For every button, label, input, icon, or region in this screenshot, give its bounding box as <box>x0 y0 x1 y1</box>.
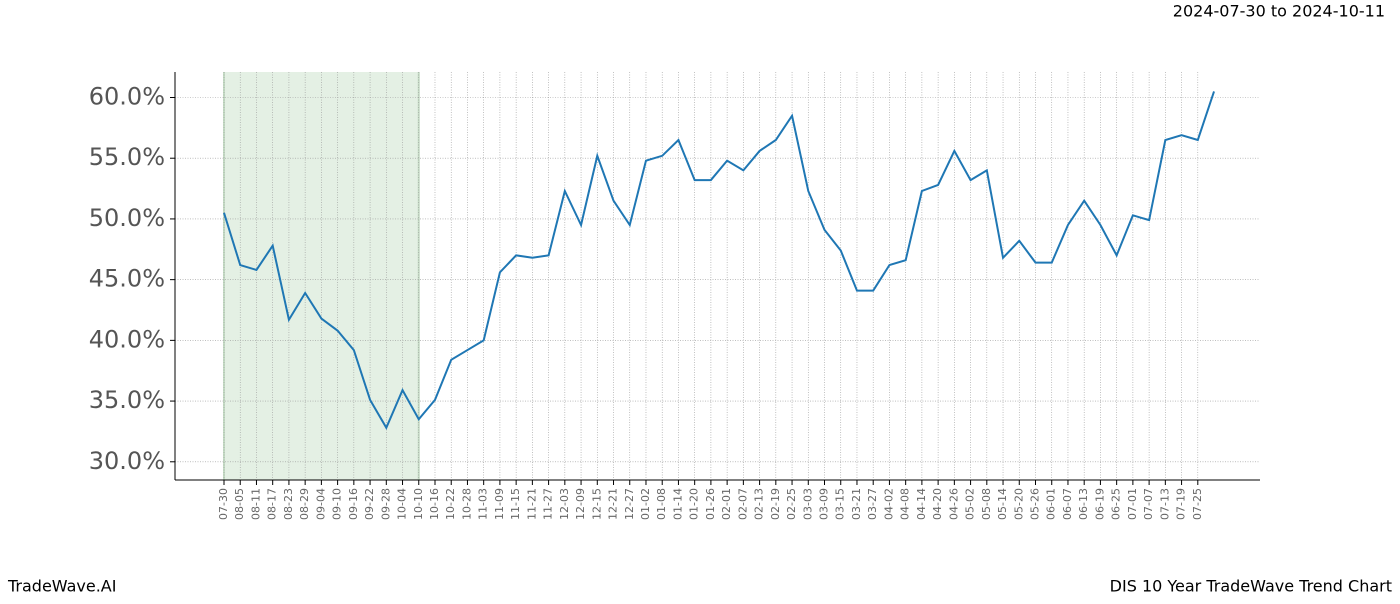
x-tick-label: 06-07 <box>1061 488 1074 520</box>
x-tick-label: 09-28 <box>379 488 392 520</box>
x-tick-label: 10-22 <box>444 488 457 520</box>
x-tick-label: 10-04 <box>396 488 409 520</box>
x-tick-label: 10-28 <box>460 488 473 520</box>
x-tick-label: 08-05 <box>233 488 246 520</box>
chart-title: DIS 10 Year TradeWave Trend Chart <box>1110 577 1392 596</box>
x-tick-label: 09-22 <box>363 488 376 520</box>
x-tick-label: 02-25 <box>785 488 798 520</box>
x-tick-label: 04-20 <box>931 488 944 520</box>
x-tick-label: 04-08 <box>899 488 912 520</box>
x-tick-label: 12-09 <box>574 488 587 520</box>
x-tick-label: 01-20 <box>688 488 701 520</box>
x-tick-label: 08-11 <box>249 488 262 520</box>
x-tick-label: 10-10 <box>412 488 425 520</box>
y-tick-label: 30.0% <box>89 447 165 475</box>
x-tick-label: 02-19 <box>769 488 782 520</box>
x-tick-label: 07-13 <box>1158 488 1171 520</box>
x-tick-label: 12-15 <box>590 488 603 520</box>
x-tick-label: 03-03 <box>801 488 814 520</box>
x-tick-label: 06-13 <box>1077 488 1090 520</box>
date-range: 2024-07-30 to 2024-10-11 <box>1173 2 1385 21</box>
x-tick-label: 09-16 <box>347 488 360 520</box>
x-tick-label: 04-14 <box>915 488 928 520</box>
x-tick-label: 05-02 <box>964 488 977 520</box>
x-tick-label: 03-15 <box>834 488 847 520</box>
x-tick-label: 07-25 <box>1191 488 1204 520</box>
x-tick-label: 12-21 <box>607 488 620 520</box>
x-tick-label: 07-07 <box>1142 488 1155 520</box>
x-tick-label: 02-13 <box>753 488 766 520</box>
x-tick-label: 01-08 <box>655 488 668 520</box>
x-tick-label: 03-09 <box>818 488 831 520</box>
x-tick-label: 07-19 <box>1175 488 1188 520</box>
x-tick-label: 03-21 <box>850 488 863 520</box>
x-tick-label: 07-30 <box>217 488 230 520</box>
x-tick-label: 11-27 <box>542 488 555 520</box>
x-tick-label: 11-09 <box>493 488 506 520</box>
y-tick-label: 55.0% <box>89 143 165 171</box>
y-tick-label: 50.0% <box>89 204 165 232</box>
x-tick-label: 04-02 <box>882 488 895 520</box>
x-tick-label: 05-26 <box>1029 488 1042 520</box>
y-tick-label: 60.0% <box>89 83 165 111</box>
x-tick-label: 11-15 <box>509 488 522 520</box>
x-tick-label: 06-19 <box>1093 488 1106 520</box>
x-tick-label: 01-14 <box>671 488 684 520</box>
x-tick-label: 02-01 <box>720 488 733 520</box>
x-tick-label: 11-03 <box>477 488 490 520</box>
x-tick-label: 08-29 <box>298 488 311 520</box>
y-tick-label: 40.0% <box>89 325 165 353</box>
x-tick-label: 09-10 <box>331 488 344 520</box>
trend-line <box>223 91 1215 431</box>
x-tick-label: 05-08 <box>980 488 993 520</box>
x-tick-label: 01-02 <box>639 488 652 520</box>
y-tick-label: 45.0% <box>89 265 165 293</box>
x-tick-label: 12-03 <box>558 488 571 520</box>
x-tick-label: 10-16 <box>428 488 441 520</box>
x-tick-label: 12-27 <box>623 488 636 520</box>
x-tick-label: 03-27 <box>866 488 879 520</box>
y-tick-label: 35.0% <box>89 386 165 414</box>
x-tick-label: 02-07 <box>736 488 749 520</box>
x-tick-label: 05-14 <box>996 488 1009 520</box>
x-tick-label: 11-21 <box>525 488 538 520</box>
x-tick-label: 01-26 <box>704 488 717 520</box>
x-tick-label: 09-04 <box>314 488 327 520</box>
brand: TradeWave.AI <box>7 577 116 596</box>
x-tick-label: 05-20 <box>1012 488 1025 520</box>
x-tick-label: 06-01 <box>1045 488 1058 520</box>
x-tick-label: 07-01 <box>1126 488 1139 520</box>
x-tick-label: 06-25 <box>1110 488 1123 520</box>
x-tick-label: 04-26 <box>947 488 960 520</box>
x-tick-label: 08-17 <box>266 488 279 520</box>
x-tick-label: 08-23 <box>282 488 295 520</box>
